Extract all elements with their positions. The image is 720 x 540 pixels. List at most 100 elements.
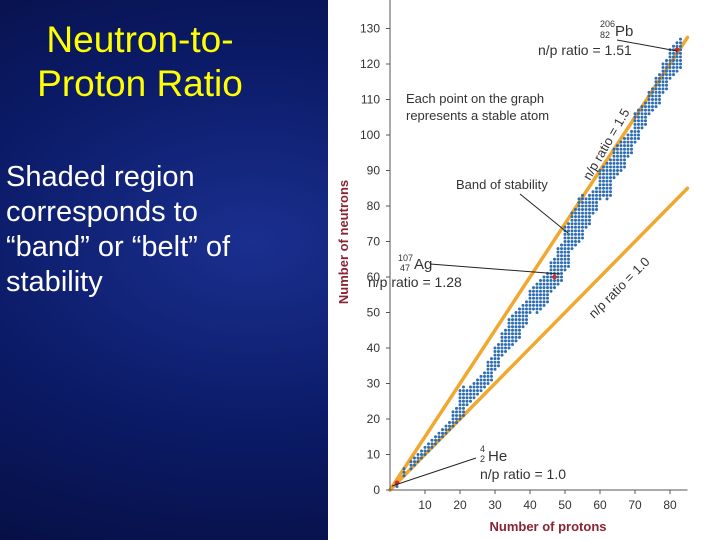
data-point	[658, 80, 661, 84]
data-point	[465, 399, 469, 403]
data-point	[609, 179, 612, 183]
data-point	[542, 300, 546, 304]
data-point	[633, 140, 637, 144]
data-point	[451, 413, 455, 417]
data-point	[647, 101, 651, 105]
data-point	[427, 445, 430, 449]
data-point	[549, 289, 553, 293]
data-point	[546, 282, 549, 286]
data-point	[640, 108, 644, 112]
data-point	[630, 133, 633, 137]
data-point	[511, 339, 514, 343]
data-point	[581, 211, 584, 215]
data-point	[570, 211, 574, 215]
data-point	[626, 133, 630, 137]
data-point	[672, 66, 675, 70]
data-point	[567, 229, 570, 233]
data-point	[500, 339, 504, 343]
data-point	[598, 197, 602, 201]
annotations-layer: 206 82 Pb n/p ratio = 1.51 Each point on…	[336, 19, 678, 534]
data-point	[595, 204, 598, 208]
data-point	[497, 342, 500, 346]
data-point	[640, 112, 644, 116]
data-point	[490, 371, 493, 375]
x-axis-label: Number of protons	[490, 519, 607, 534]
data-point	[668, 73, 672, 77]
data-point	[584, 211, 588, 215]
data-point	[640, 105, 644, 109]
data-point	[416, 456, 420, 460]
data-point	[521, 325, 525, 329]
data-point	[616, 161, 619, 165]
data-point	[556, 254, 560, 258]
data-point	[668, 58, 672, 62]
data-point	[672, 51, 675, 55]
slide-title-line-1: Neutron-to-	[46, 19, 234, 60]
data-point	[525, 300, 528, 304]
data-point	[546, 279, 549, 283]
data-point	[525, 321, 528, 325]
data-point	[514, 311, 518, 314]
data-point	[546, 300, 549, 304]
data-point	[511, 335, 514, 339]
data-point	[679, 48, 682, 52]
data-point	[577, 218, 581, 222]
data-point	[577, 240, 581, 243]
data-point	[518, 332, 521, 336]
data-point	[563, 268, 567, 272]
data-point	[658, 101, 661, 105]
data-point	[647, 112, 651, 116]
data-point	[553, 264, 556, 268]
data-point	[644, 101, 647, 105]
data-point	[518, 325, 521, 329]
data-point	[623, 151, 626, 155]
data-point	[507, 325, 511, 329]
data-point	[665, 87, 668, 91]
data-point	[626, 140, 630, 144]
data-point	[560, 243, 563, 247]
data-point	[542, 296, 546, 300]
data-point	[574, 222, 577, 226]
data-point	[556, 275, 560, 279]
data-point	[563, 250, 567, 254]
data-point	[437, 438, 441, 442]
data-point	[637, 129, 640, 133]
data-point	[577, 197, 581, 201]
data-point	[490, 364, 493, 368]
data-point	[525, 314, 528, 318]
data-point	[612, 158, 616, 162]
data-point	[556, 268, 560, 272]
data-point	[402, 467, 406, 471]
data-point	[626, 144, 630, 148]
data-point	[616, 154, 619, 158]
data-point	[584, 225, 588, 229]
data-point	[637, 115, 640, 119]
data-point	[581, 193, 584, 197]
data-point	[654, 90, 658, 94]
data-point	[504, 332, 507, 336]
data-point	[623, 165, 626, 169]
data-point	[490, 360, 493, 364]
data-point	[497, 353, 500, 357]
data-point	[644, 119, 647, 123]
data-point	[668, 51, 672, 55]
data-point	[616, 151, 619, 155]
data-point	[549, 275, 553, 279]
data-point	[591, 204, 595, 208]
data-point	[609, 186, 612, 190]
data-point	[633, 115, 637, 119]
y-tick-label: 0	[373, 483, 380, 497]
data-point	[612, 151, 616, 155]
data-point	[469, 385, 472, 389]
data-point	[588, 215, 591, 219]
data-point	[661, 73, 665, 77]
y-tick-label: 20	[367, 412, 381, 426]
data-point	[598, 169, 602, 172]
data-point	[672, 44, 675, 48]
data-point	[665, 76, 668, 80]
y-tick-label: 130	[360, 22, 380, 36]
data-point	[679, 58, 682, 62]
data-point	[584, 200, 588, 204]
data-point	[507, 342, 511, 346]
data-point	[619, 147, 623, 151]
